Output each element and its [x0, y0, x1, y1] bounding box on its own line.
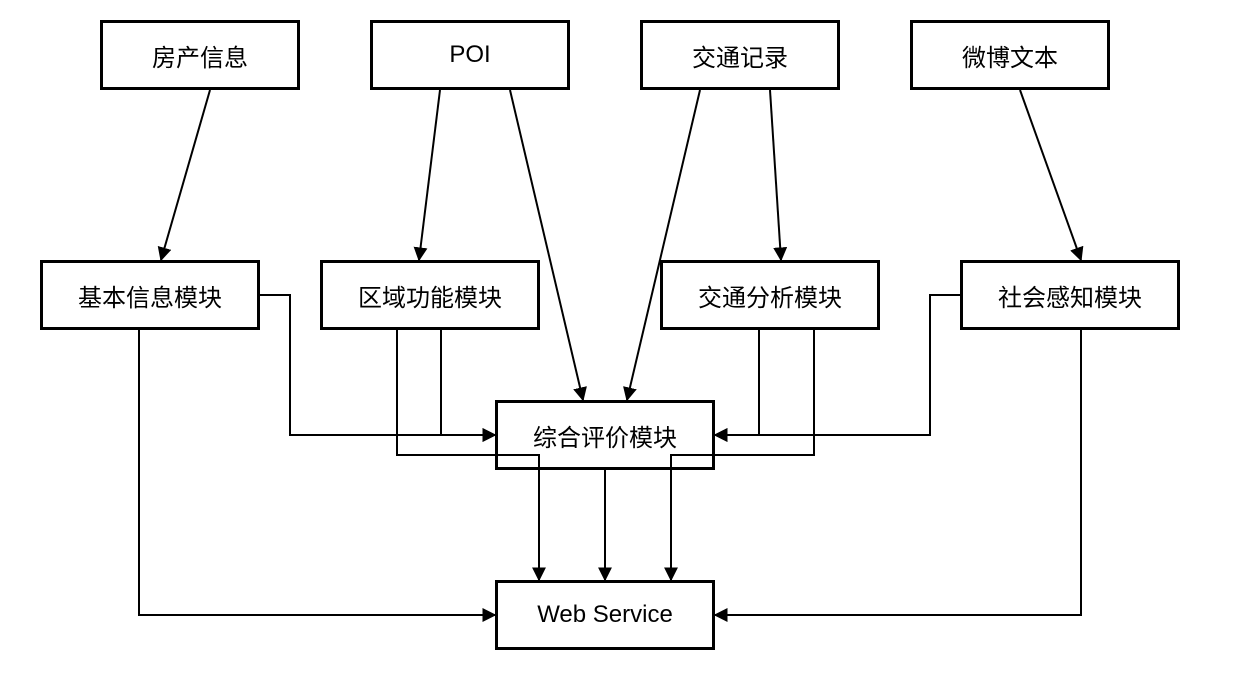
- node-label: Web Service: [537, 601, 673, 629]
- node-label: 房产信息: [152, 38, 248, 73]
- node-label: 交通记录: [692, 38, 788, 73]
- node-label: 综合评价模块: [533, 418, 677, 453]
- node-src3: 交通记录: [640, 20, 840, 90]
- node-mod2: 区域功能模块: [320, 260, 540, 330]
- node-eval: 综合评价模块: [495, 400, 715, 470]
- edge: [441, 330, 495, 435]
- node-label: 区域功能模块: [358, 278, 502, 313]
- node-label: 基本信息模块: [78, 278, 222, 313]
- edge: [627, 90, 700, 400]
- node-label: 交通分析模块: [698, 278, 842, 313]
- edge: [139, 330, 495, 615]
- node-mod3: 交通分析模块: [660, 260, 880, 330]
- node-src2: POI: [370, 20, 570, 90]
- node-web: Web Service: [495, 580, 715, 650]
- node-label: 微博文本: [962, 38, 1058, 73]
- node-src1: 房产信息: [100, 20, 300, 90]
- node-mod4: 社会感知模块: [960, 260, 1180, 330]
- node-src4: 微博文本: [910, 20, 1110, 90]
- node-label: POI: [449, 41, 490, 69]
- node-mod1: 基本信息模块: [40, 260, 260, 330]
- edge: [715, 330, 759, 435]
- edge: [510, 90, 583, 400]
- edge: [1020, 90, 1081, 260]
- edge: [715, 330, 1081, 615]
- node-label: 社会感知模块: [998, 278, 1142, 313]
- edge: [770, 90, 781, 260]
- edge: [161, 90, 210, 260]
- edge: [419, 90, 440, 260]
